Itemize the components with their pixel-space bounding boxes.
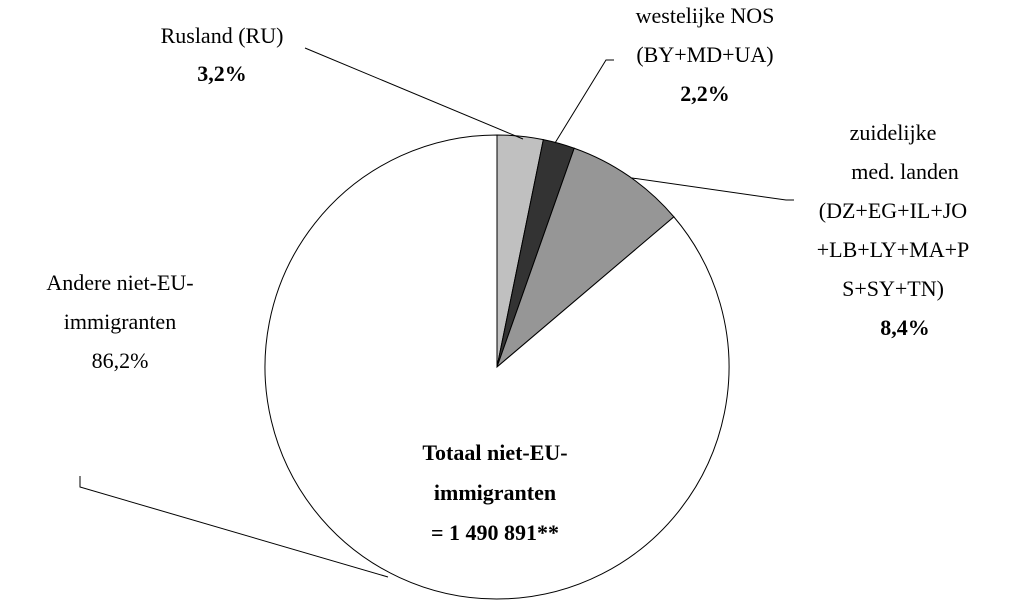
slice-label: westelijke NOS bbox=[636, 3, 775, 28]
slice-label: (BY+MD+UA) bbox=[636, 42, 773, 67]
slice-label: med. landen bbox=[851, 159, 959, 184]
leader-line bbox=[79, 476, 389, 578]
pie-slice bbox=[495, 147, 675, 369]
slice-label: +LB+LY+MA+P bbox=[817, 237, 970, 262]
slice-label: immigranten bbox=[64, 309, 176, 334]
annotation: Totaal niet-EU- bbox=[422, 440, 567, 465]
slice-label: S+SY+TN) bbox=[842, 276, 944, 301]
leader-line bbox=[304, 47, 524, 140]
slice-label: zuidelijke bbox=[850, 120, 937, 145]
annotation: immigranten bbox=[434, 480, 556, 505]
slice-label: Rusland (RU) bbox=[161, 23, 284, 48]
pie-slice bbox=[264, 134, 730, 600]
slice-label: (DZ+EG+IL+JO bbox=[819, 198, 967, 223]
value-label: 3,2% bbox=[197, 61, 247, 86]
value-label: 86,2% bbox=[92, 348, 149, 373]
leader-line bbox=[631, 177, 794, 201]
leader-line bbox=[554, 59, 614, 144]
slice-label: Andere niet-EU- bbox=[46, 270, 193, 295]
value-label: 2,2% bbox=[680, 81, 730, 106]
annotation: = 1 490 891** bbox=[431, 520, 559, 545]
value-label: 8,4% bbox=[880, 315, 930, 340]
